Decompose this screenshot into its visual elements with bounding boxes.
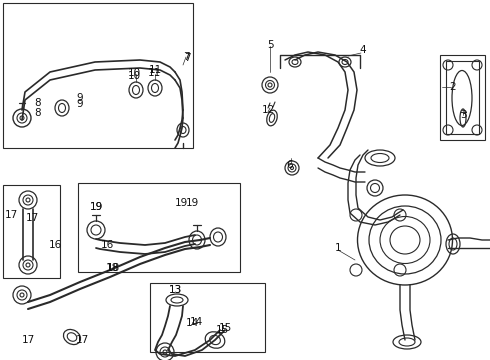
Text: 8: 8 (35, 98, 41, 108)
Bar (3, 185, 60, 278)
Text: 9: 9 (77, 99, 83, 109)
Text: 17: 17 (25, 213, 39, 223)
Bar (446, 61, 479, 134)
Text: 10: 10 (127, 71, 141, 81)
Text: 19: 19 (185, 198, 198, 208)
Text: 15: 15 (219, 323, 232, 333)
Text: 18: 18 (105, 263, 119, 273)
Bar (440, 55, 485, 140)
Text: 7: 7 (184, 53, 190, 63)
Text: 19: 19 (89, 202, 102, 212)
Text: 14: 14 (185, 318, 198, 328)
Text: 11: 11 (147, 68, 161, 78)
Text: 16: 16 (49, 240, 62, 250)
Text: 17: 17 (75, 335, 89, 345)
Text: 14: 14 (189, 317, 203, 327)
Text: 7: 7 (183, 52, 189, 62)
Text: 10: 10 (127, 68, 141, 78)
Bar (3, 3, 193, 148)
Text: 13: 13 (169, 285, 182, 295)
Text: 1: 1 (335, 243, 342, 253)
Text: 4: 4 (360, 45, 367, 55)
Text: 13: 13 (169, 285, 182, 295)
Text: 17: 17 (5, 210, 18, 220)
Text: 8: 8 (35, 108, 41, 118)
Text: 16: 16 (100, 240, 114, 250)
Text: 3: 3 (460, 110, 466, 120)
Text: 19: 19 (89, 202, 102, 212)
Text: 18: 18 (106, 263, 120, 273)
Text: 15: 15 (216, 325, 229, 335)
Text: 17: 17 (22, 335, 35, 345)
Text: 11: 11 (148, 65, 162, 75)
Text: 9: 9 (77, 93, 83, 103)
Text: 5: 5 (267, 40, 273, 50)
Text: 6: 6 (287, 160, 294, 170)
Text: 19: 19 (174, 198, 188, 208)
Bar (150, 283, 265, 352)
Text: 12: 12 (261, 105, 274, 115)
Bar (78, 183, 240, 272)
Text: 2: 2 (450, 82, 456, 92)
